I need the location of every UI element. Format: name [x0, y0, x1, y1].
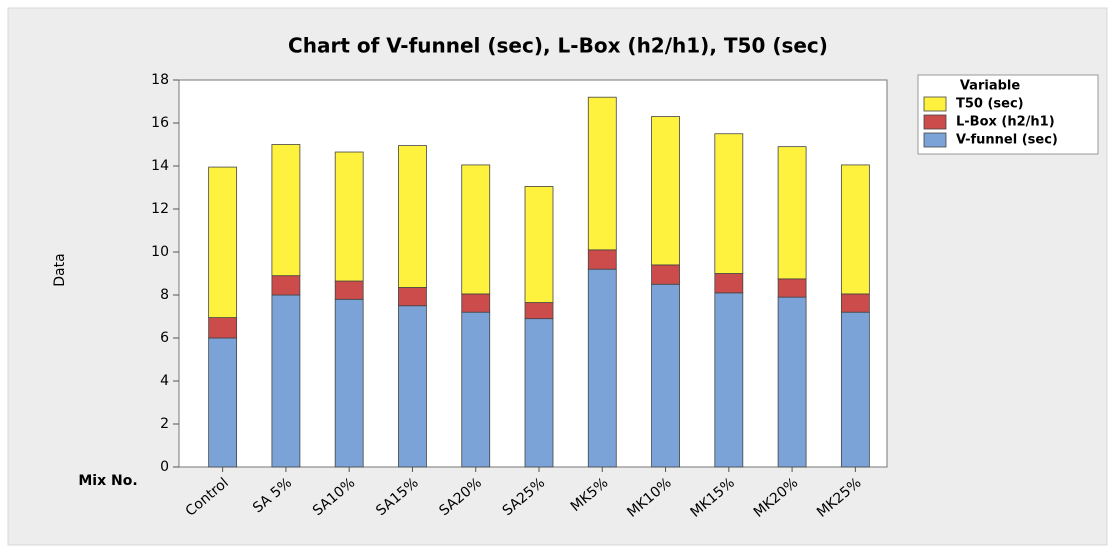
y-tick-label: 14: [151, 158, 169, 174]
bar-segment: [334, 298, 364, 468]
y-tick-label: 8: [160, 287, 169, 303]
bar-segment: [840, 293, 870, 313]
bar-segment: [271, 275, 301, 296]
y-tick-label: 0: [160, 459, 169, 475]
bar-segment: [714, 292, 744, 468]
bar-segment: [651, 264, 680, 285]
y-tick-label: 12: [151, 201, 169, 217]
legend-label: T50 (sec): [956, 97, 1024, 112]
legend-label: L-Box (h2/h1): [956, 115, 1055, 130]
bar-segment: [651, 283, 680, 468]
bar-segment: [208, 337, 238, 468]
bar-segment: [587, 268, 617, 468]
bar-segment: [398, 287, 427, 307]
bar-segment: [524, 186, 554, 303]
bar-segment: [208, 317, 238, 339]
x-axis-label: Mix No.: [78, 473, 137, 489]
legend-swatch: [923, 114, 947, 130]
legend-swatch: [923, 132, 947, 148]
bar-segment: [840, 311, 870, 468]
y-tick-label: 2: [160, 416, 169, 432]
bar-segment: [398, 305, 427, 468]
bar-segment: [334, 280, 364, 300]
bar-segment: [777, 278, 807, 298]
bar-segment: [714, 133, 744, 274]
bar-segment: [587, 96, 617, 251]
bar-segment: [587, 249, 617, 270]
bar-segment: [208, 166, 238, 318]
bar-segment: [840, 164, 870, 295]
legend-title: Variable: [960, 79, 1021, 94]
y-tick-label: 10: [151, 244, 169, 260]
bar-segment: [524, 318, 554, 468]
bar-segment: [461, 293, 491, 313]
y-tick-label: 18: [151, 72, 169, 88]
bar-segment: [461, 164, 491, 295]
legend-label: V-funnel (sec): [956, 133, 1058, 148]
bar-segment: [461, 311, 491, 468]
legend-box: [917, 74, 1099, 155]
bar-segment: [271, 144, 301, 277]
bar-segment: [651, 116, 680, 266]
bar-segment: [334, 151, 364, 282]
bar-segment: [271, 294, 301, 468]
y-tick-label: 4: [160, 373, 169, 389]
bar-segment: [777, 296, 807, 468]
bar-segment: [398, 145, 427, 288]
bar-segment: [777, 146, 807, 280]
y-tick-label: 6: [160, 330, 169, 346]
y-tick-label: 16: [151, 115, 169, 131]
chart-title: Chart of V-funnel (sec), L-Box (h2/h1), …: [288, 34, 828, 58]
bar-segment: [714, 273, 744, 294]
legend-swatch: [923, 96, 947, 112]
y-axis-label: Data: [52, 253, 68, 286]
bar-segment: [524, 302, 554, 320]
